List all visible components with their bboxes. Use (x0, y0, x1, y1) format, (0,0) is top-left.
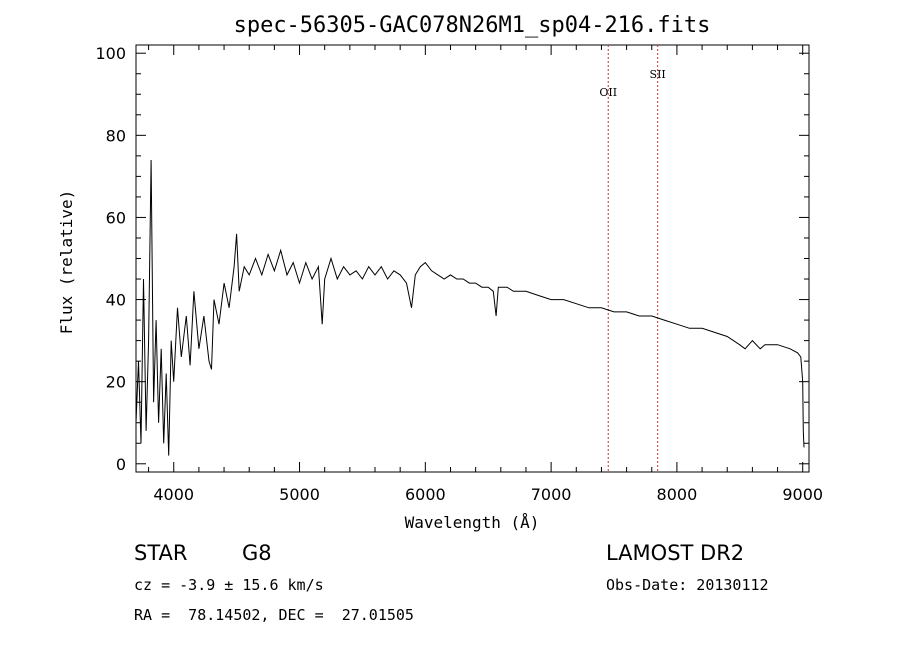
coordinates: RA = 78.14502, DEC = 27.01505 (134, 606, 414, 624)
x-tick-label: 6000 (405, 485, 446, 504)
axis-ticks (136, 45, 809, 472)
chart-title: spec-56305-GAC078N26M1_sp04-216.fits (234, 13, 711, 38)
plot-frame (135, 44, 810, 473)
y-tick-label: 100 (95, 44, 126, 63)
spectrum-series (135, 159, 805, 456)
redshift-velocity: cz = -3.9 ± 15.6 km/s (134, 576, 324, 594)
x-tick-label: 8000 (657, 485, 698, 504)
x-axis-label: Wavelength (Å) (405, 513, 540, 532)
y-tick-label: 60 (106, 208, 126, 227)
y-tick-label: 80 (106, 126, 126, 145)
object-class: STAR (134, 541, 187, 565)
spectral-line-label: OII (599, 86, 617, 99)
tick-labels: 4000 5000 6000 7000 8000 9000 0 20 40 60 80 100 (95, 44, 823, 504)
spectral-line-label: SII (650, 68, 666, 81)
y-tick-label: 0 (116, 455, 126, 474)
spectral-lines: OII SII (599, 45, 666, 472)
x-tick-label: 7000 (531, 485, 572, 504)
x-tick-label: 5000 (279, 485, 320, 504)
survey-name: LAMOST DR2 (606, 541, 744, 565)
object-subclass: G8 (242, 541, 272, 565)
observation-date: Obs-Date: 20130112 (606, 576, 769, 594)
y-tick-label: 40 (106, 291, 126, 310)
y-axis-label: Flux (relative) (57, 190, 76, 335)
y-tick-label: 20 (106, 373, 126, 392)
x-tick-label: 4000 (153, 485, 194, 504)
x-tick-label: 9000 (782, 485, 823, 504)
